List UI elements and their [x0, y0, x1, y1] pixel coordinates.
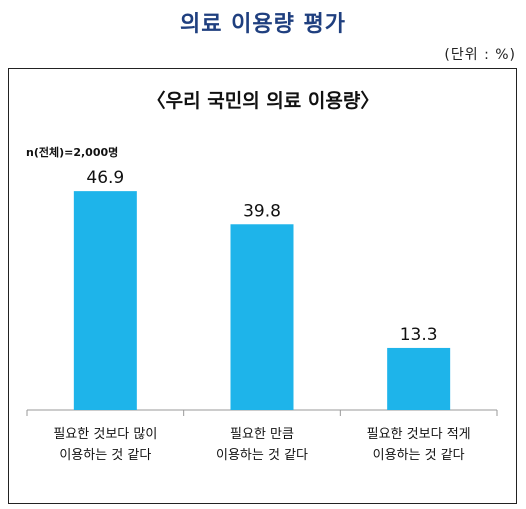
- page-title: 의료 이용량 평가: [180, 12, 346, 37]
- category-label-line: 필요한 만큼: [230, 427, 294, 442]
- chart-frame: [8, 68, 517, 504]
- category-label-line: 필요한 것보다 많이: [53, 427, 158, 442]
- category-label-line: 이용하는 것 같다: [216, 448, 308, 463]
- sample-size-note: n(전체)=2,000명: [26, 146, 119, 159]
- bar-3: [387, 347, 451, 410]
- category-label-line: 이용하는 것 같다: [59, 448, 152, 463]
- category-label-line: 필요한 것보다 적게: [366, 427, 471, 442]
- data-label-1: 46.9: [86, 168, 124, 188]
- chart-title: 〈우리 국민의 의료 이용량〉: [146, 90, 380, 112]
- data-label-3: 13.3: [400, 325, 438, 345]
- bar-1: [73, 191, 137, 410]
- data-label-2: 39.8: [243, 201, 281, 221]
- category-label-line: 이용하는 것 같다: [372, 448, 465, 463]
- bar-2: [230, 224, 294, 410]
- unit-label: (단위 : %): [444, 47, 516, 63]
